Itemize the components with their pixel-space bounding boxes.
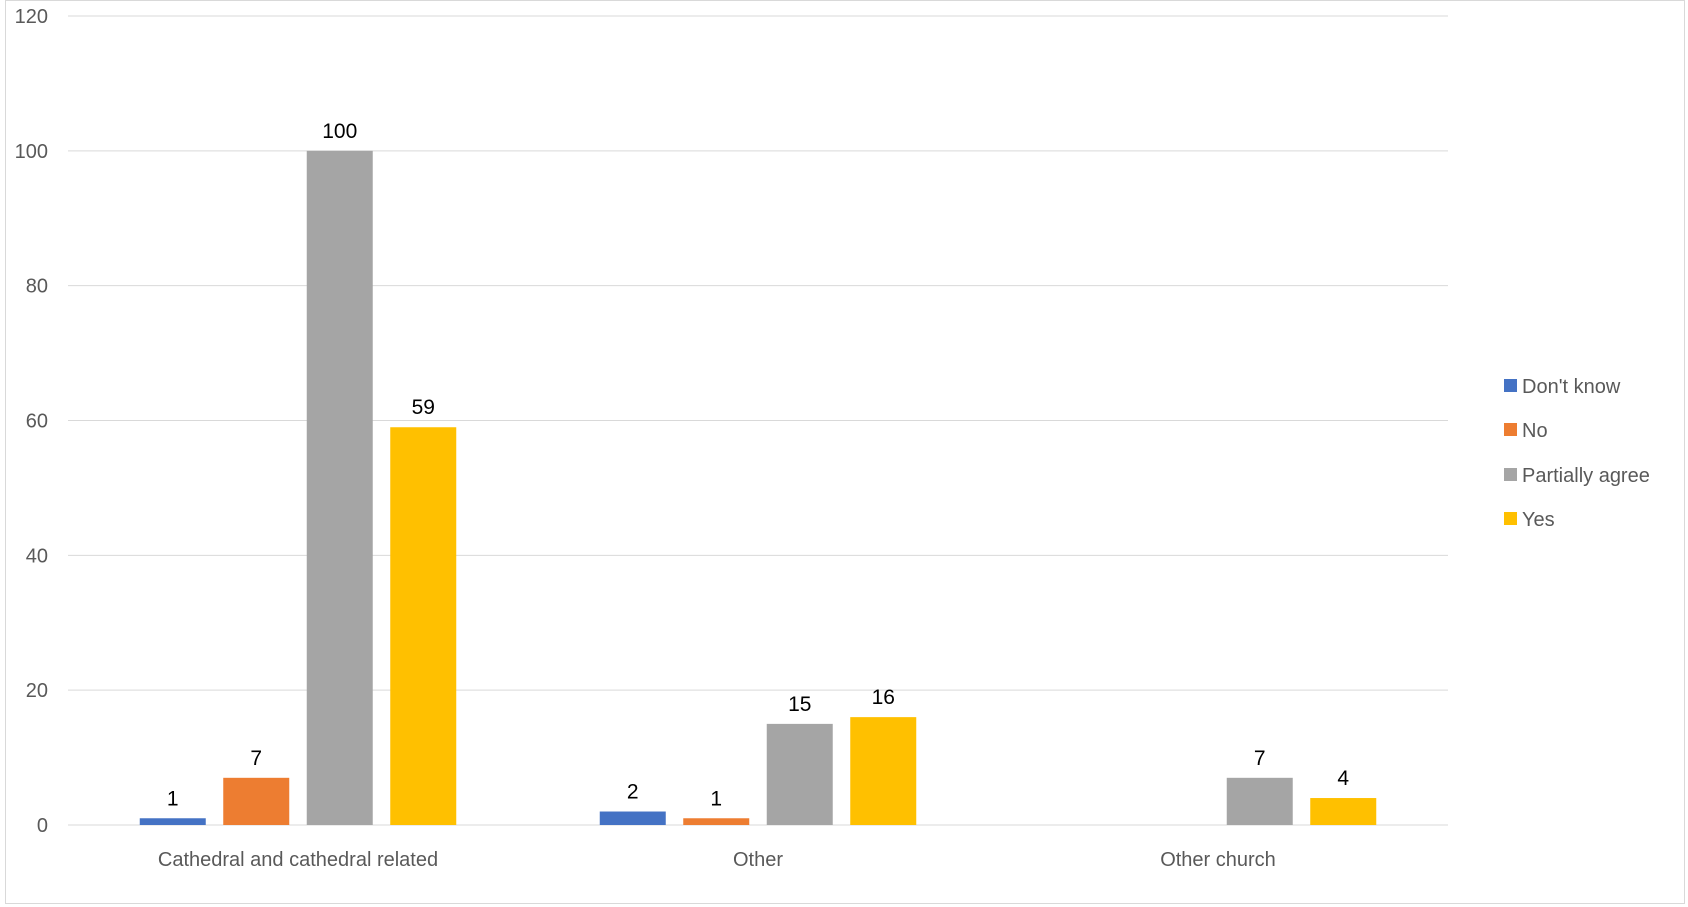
bar xyxy=(390,427,457,825)
data-label: 1 xyxy=(710,787,722,810)
legend-swatch xyxy=(1504,423,1517,436)
data-label: 100 xyxy=(322,120,357,143)
x-axis-category-labels: Cathedral and cathedral related Other Othe… xyxy=(158,849,1276,871)
y-tick-label: 80 xyxy=(26,276,48,298)
data-label: 15 xyxy=(788,693,811,716)
legend-label: No xyxy=(1522,420,1548,442)
data-label: 1 xyxy=(167,787,179,810)
data-label: 7 xyxy=(1254,747,1266,770)
bar xyxy=(1310,798,1377,825)
y-tick-label: 40 xyxy=(26,545,48,567)
legend-swatch xyxy=(1504,379,1517,392)
bar xyxy=(683,818,750,825)
bars xyxy=(139,150,1377,826)
bar xyxy=(223,777,290,825)
bar xyxy=(850,717,917,825)
legend: Don't know No Partially agree Yes xyxy=(1504,376,1650,531)
x-category-label: Other xyxy=(733,849,783,871)
bar xyxy=(306,150,373,826)
legend-label: Don't know xyxy=(1522,376,1621,398)
legend-label: Yes xyxy=(1522,509,1555,531)
data-labels: 1 7 100 59 2 1 15 16 7 4 xyxy=(167,120,1350,810)
y-tick-label: 60 xyxy=(26,411,48,433)
y-tick-label: 120 xyxy=(15,6,48,28)
gridlines xyxy=(68,15,1448,826)
y-tick-label: 100 xyxy=(15,141,48,163)
y-tick-label: 20 xyxy=(26,680,48,702)
data-label: 59 xyxy=(412,396,435,419)
bar xyxy=(599,811,666,825)
data-label: 2 xyxy=(627,781,639,804)
bar xyxy=(139,818,206,825)
legend-swatch xyxy=(1504,512,1517,525)
data-label: 7 xyxy=(250,747,262,770)
y-axis-tick-labels: 0 20 40 60 80 100 120 xyxy=(15,6,48,837)
bar xyxy=(766,723,833,825)
data-label: 4 xyxy=(1337,767,1349,790)
y-tick-label: 0 xyxy=(37,815,48,837)
x-category-label: Other church xyxy=(1160,849,1276,871)
data-label: 16 xyxy=(872,686,895,709)
legend-swatch xyxy=(1504,468,1517,481)
bar xyxy=(1226,777,1293,825)
x-category-label: Cathedral and cathedral related xyxy=(158,849,438,871)
legend-label: Partially agree xyxy=(1522,465,1650,487)
